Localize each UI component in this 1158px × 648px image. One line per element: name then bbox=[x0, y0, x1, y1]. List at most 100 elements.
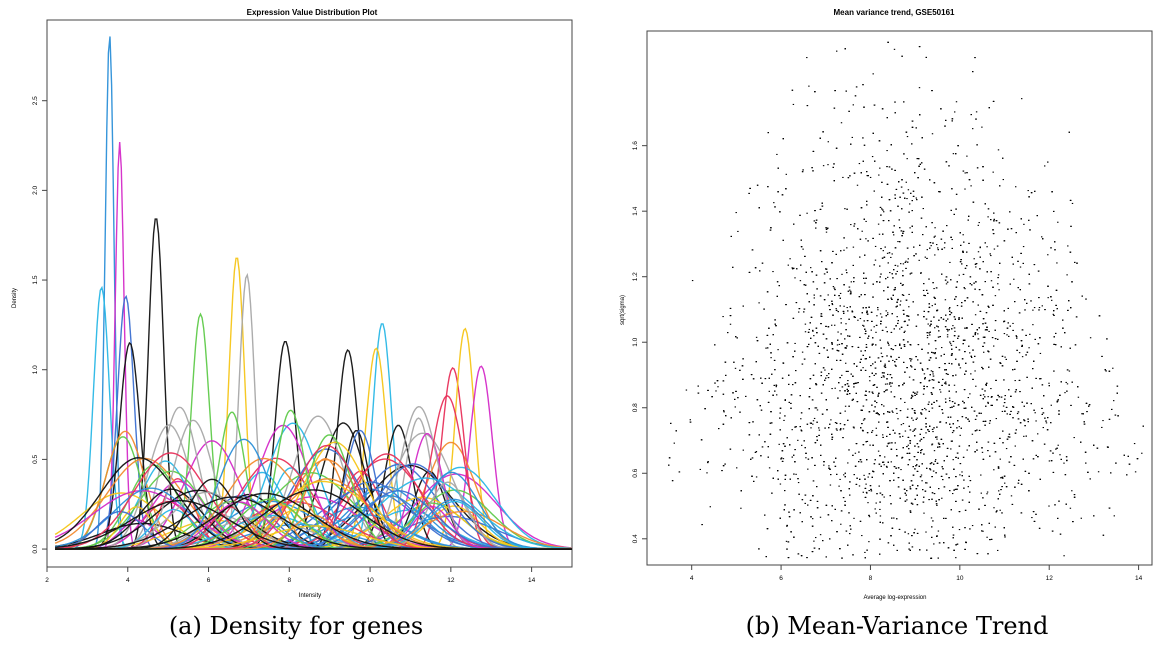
mv-point bbox=[764, 514, 766, 516]
mv-point bbox=[1012, 322, 1014, 324]
mv-point bbox=[925, 432, 927, 434]
mv-point bbox=[822, 165, 825, 167]
mv-point bbox=[815, 227, 817, 229]
mv-point bbox=[1020, 512, 1023, 514]
mv-point bbox=[1037, 433, 1039, 435]
mv-point bbox=[987, 208, 990, 210]
mv-point bbox=[982, 530, 984, 532]
mv-point bbox=[792, 317, 795, 319]
mv-point bbox=[1015, 232, 1017, 234]
mv-point bbox=[823, 299, 826, 301]
mv-point bbox=[723, 410, 725, 412]
mv-point bbox=[985, 383, 987, 385]
mv-point bbox=[932, 431, 934, 433]
mv-point bbox=[919, 433, 921, 435]
mv-point bbox=[912, 466, 914, 468]
mv-point bbox=[818, 427, 820, 429]
mv-point bbox=[956, 452, 959, 454]
mv-point bbox=[769, 433, 772, 435]
mv-point bbox=[873, 384, 876, 386]
mv-point bbox=[1107, 446, 1109, 448]
mv-point bbox=[915, 488, 918, 490]
mv-point bbox=[985, 384, 987, 386]
mv-point bbox=[909, 344, 911, 346]
mv-point bbox=[982, 345, 984, 347]
mv-point bbox=[945, 373, 948, 375]
density-x-label: Intensity bbox=[299, 593, 321, 599]
mv-point bbox=[904, 430, 907, 432]
mv-point bbox=[701, 524, 703, 526]
mv-point bbox=[925, 531, 927, 533]
mv-point bbox=[792, 103, 795, 105]
mv-point bbox=[935, 503, 938, 505]
mv-point bbox=[800, 555, 803, 557]
mv-point bbox=[933, 543, 935, 545]
mv-point bbox=[931, 351, 933, 353]
mv-point bbox=[936, 426, 938, 428]
mv-point bbox=[924, 377, 926, 379]
mv-point bbox=[1057, 444, 1059, 446]
mv-point bbox=[923, 168, 926, 170]
mv-point bbox=[793, 267, 795, 269]
mv-point bbox=[1003, 379, 1005, 381]
mv-point bbox=[862, 444, 865, 446]
mv-point bbox=[742, 305, 744, 307]
mv-point bbox=[921, 449, 923, 451]
mv-point bbox=[848, 405, 850, 407]
mv-point bbox=[988, 522, 990, 524]
mv-point bbox=[781, 460, 784, 462]
mv-point bbox=[843, 424, 846, 426]
mv-point bbox=[872, 237, 874, 239]
mv-point bbox=[944, 299, 947, 301]
mv-point bbox=[915, 253, 917, 255]
mv-point bbox=[852, 398, 854, 400]
mv-point bbox=[895, 325, 897, 327]
mv-point bbox=[871, 430, 874, 432]
mv-point bbox=[904, 531, 906, 533]
mv-point bbox=[821, 261, 823, 263]
mv-point bbox=[733, 361, 735, 363]
mv-point bbox=[910, 365, 912, 367]
mv-point bbox=[1065, 503, 1067, 505]
mv-point bbox=[1039, 378, 1041, 380]
mv-point bbox=[956, 281, 958, 283]
mv-point bbox=[766, 291, 769, 293]
mv-point bbox=[1038, 307, 1041, 309]
mv-point bbox=[792, 356, 794, 358]
mv-point bbox=[887, 286, 889, 288]
mv-point bbox=[877, 413, 879, 415]
mv-point bbox=[870, 365, 872, 367]
mv-point bbox=[816, 288, 818, 290]
mv-point bbox=[873, 104, 876, 106]
mv-point bbox=[1054, 249, 1056, 251]
mv-point bbox=[926, 467, 928, 469]
mv-point bbox=[951, 401, 954, 403]
mv-point bbox=[1083, 421, 1085, 423]
mv-point bbox=[868, 541, 870, 543]
mv-point bbox=[785, 173, 787, 175]
mv-point bbox=[911, 200, 913, 202]
mv-point bbox=[971, 356, 973, 358]
mv-point bbox=[1043, 443, 1046, 445]
mv-point bbox=[997, 274, 1000, 276]
mv-point bbox=[842, 497, 845, 499]
mv-point bbox=[920, 452, 922, 454]
mv-point bbox=[836, 473, 838, 475]
mv-point bbox=[858, 461, 860, 463]
mv-point bbox=[1030, 403, 1032, 405]
mv-point bbox=[901, 179, 903, 181]
mv-point bbox=[869, 176, 872, 178]
mv-point bbox=[852, 426, 855, 428]
mv-point bbox=[1003, 475, 1006, 477]
mv-point bbox=[879, 339, 881, 341]
mv-point bbox=[914, 435, 916, 437]
mv-point bbox=[865, 238, 867, 240]
mv-point bbox=[1028, 196, 1030, 198]
mv-point bbox=[859, 459, 862, 461]
mv-point bbox=[893, 48, 896, 50]
mv-point bbox=[794, 350, 796, 352]
mv-point bbox=[853, 517, 855, 519]
mv-point bbox=[1058, 500, 1060, 502]
mv-point bbox=[1032, 368, 1034, 370]
mv-point bbox=[861, 312, 863, 314]
